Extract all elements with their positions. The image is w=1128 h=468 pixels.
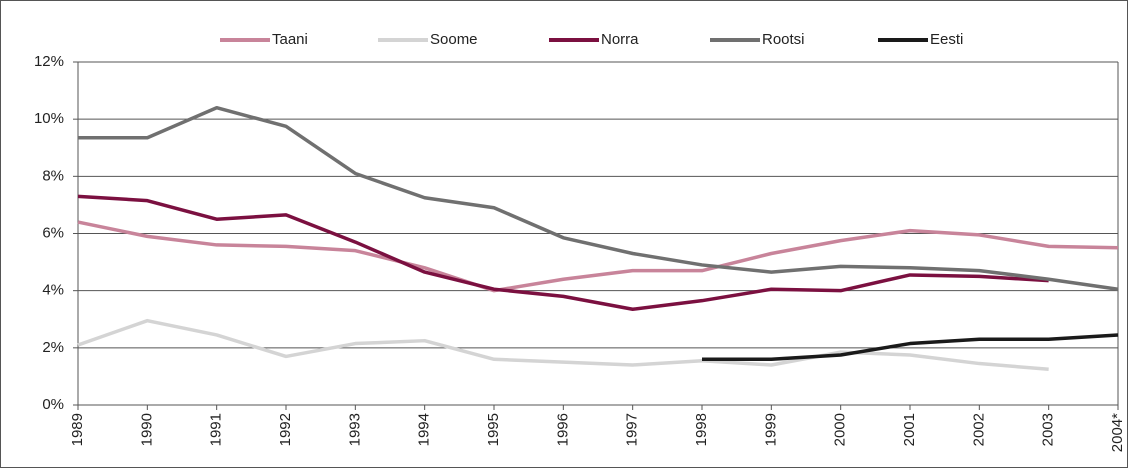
x-tick-label: 1998 xyxy=(693,413,710,446)
y-tick-label: 12% xyxy=(34,53,64,70)
x-tick-label: 1989 xyxy=(69,413,86,446)
y-tick-label: 2% xyxy=(42,339,64,356)
x-tick-label: 1996 xyxy=(554,413,571,446)
x-tick-label: 1994 xyxy=(416,413,433,446)
legend-label: Taani xyxy=(272,31,308,48)
x-tick-label: 1990 xyxy=(138,413,155,446)
x-tick-label: 2004* xyxy=(1109,413,1126,452)
y-tick-label: 8% xyxy=(42,167,64,184)
y-tick-label: 0% xyxy=(42,396,64,413)
x-tick-label: 1991 xyxy=(208,413,225,446)
x-tick-label: 2000 xyxy=(832,413,849,446)
y-tick-label: 6% xyxy=(42,224,64,241)
legend-label: Rootsi xyxy=(762,31,805,48)
x-tick-label: 2001 xyxy=(901,413,918,446)
x-tick-label: 1997 xyxy=(624,413,641,446)
y-tick-label: 4% xyxy=(42,282,64,299)
x-tick-label: 1999 xyxy=(762,413,779,446)
x-tick-label: 2002 xyxy=(970,413,987,446)
series-line xyxy=(78,105,1119,291)
legend-label: Soome xyxy=(430,31,478,48)
x-tick-label: 1995 xyxy=(485,413,502,446)
y-tick-label: 10% xyxy=(34,110,64,127)
x-tick-label: 1992 xyxy=(277,413,294,446)
legend-label: Norra xyxy=(601,31,639,48)
series-line xyxy=(77,318,1049,372)
series-line xyxy=(702,333,1119,362)
series-line xyxy=(77,194,1049,311)
legend-label: Eesti xyxy=(930,31,963,48)
x-tick-label: 1993 xyxy=(346,413,363,446)
series-line xyxy=(77,220,1119,293)
x-tick-label: 2003 xyxy=(1040,413,1057,446)
